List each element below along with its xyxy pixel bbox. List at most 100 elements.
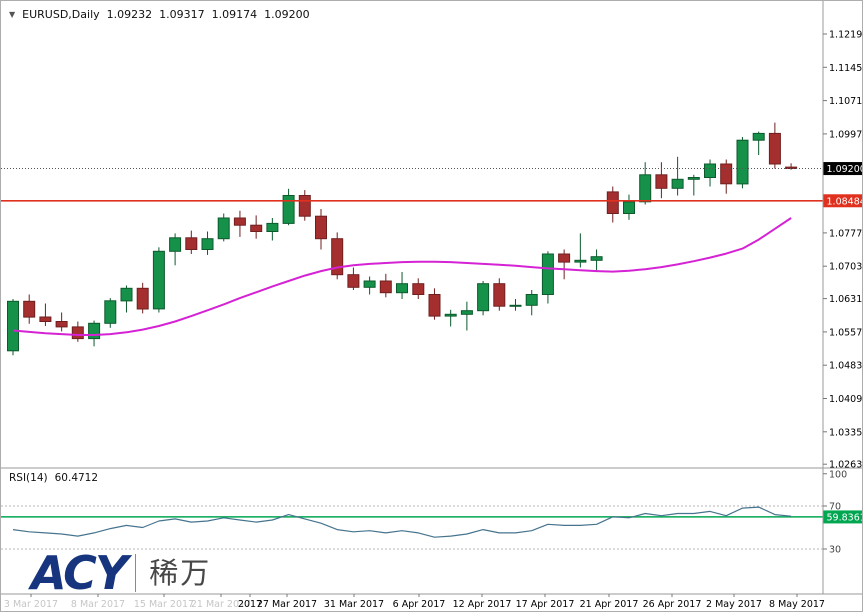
hline-price-tag: 1.08484 bbox=[823, 194, 863, 208]
candle bbox=[574, 233, 587, 268]
price-tick-label: 1.1219 bbox=[829, 30, 862, 41]
candle bbox=[217, 213, 230, 242]
time-tick-label: 6 Apr 2017 bbox=[393, 599, 446, 610]
candle bbox=[120, 285, 133, 313]
candle bbox=[396, 272, 408, 299]
symbol-name: EURUSD,Daily bbox=[22, 8, 100, 21]
time-tick-label: 8 Mar 2017 bbox=[71, 599, 125, 610]
svg-text:59.8361: 59.8361 bbox=[827, 512, 863, 523]
candle bbox=[298, 190, 311, 221]
candle bbox=[39, 303, 52, 326]
candle bbox=[347, 267, 360, 290]
candle bbox=[623, 194, 635, 220]
candle bbox=[250, 215, 263, 239]
price-tick-label: 1.0997 bbox=[829, 129, 862, 140]
candle bbox=[23, 294, 36, 324]
candle bbox=[736, 137, 749, 189]
candle bbox=[185, 230, 198, 254]
candle bbox=[460, 301, 473, 331]
time-tick-label: 2017 bbox=[238, 599, 262, 610]
rsi-indicator-value: 60.4712 bbox=[54, 472, 99, 484]
rsi-indicator-label: RSI(14) bbox=[9, 472, 48, 484]
time-tick-label: 3 Mar 2017 bbox=[4, 599, 58, 610]
candle bbox=[768, 122, 781, 169]
rsi-tick-label: 30 bbox=[829, 545, 841, 556]
candle bbox=[752, 131, 765, 155]
ohlc-open: 1.09232 bbox=[106, 8, 153, 21]
time-tick-label: 21 Apr 2017 bbox=[580, 599, 639, 610]
candle bbox=[444, 309, 457, 327]
time-tick-label: 17 Apr 2017 bbox=[516, 599, 575, 610]
moving-average-line bbox=[12, 217, 792, 336]
candle bbox=[233, 210, 246, 237]
candle bbox=[315, 209, 327, 250]
candle bbox=[541, 251, 554, 304]
candle bbox=[477, 281, 490, 316]
rsi-line bbox=[12, 506, 792, 538]
candle bbox=[282, 188, 295, 226]
time-tick-label: 21 Mar 2017 bbox=[191, 599, 251, 610]
candle bbox=[590, 249, 603, 272]
symbol-dropdown-icon[interactable]: ▼ bbox=[9, 9, 16, 19]
candle bbox=[785, 163, 798, 170]
candle bbox=[331, 232, 344, 280]
time-tick-label: 15 Mar 2017 bbox=[134, 599, 194, 610]
price-tick-label: 1.0409 bbox=[829, 394, 862, 405]
candle bbox=[639, 162, 652, 205]
time-tick-label: 8 May 2017 bbox=[769, 599, 825, 610]
time-tick-label: 12 Apr 2017 bbox=[453, 599, 512, 610]
price-axis[interactable]: 1.1219 1.1145 1.1071 1.0997 1.0777 1.0703 1.06… bbox=[823, 30, 862, 471]
candle bbox=[201, 231, 214, 255]
candles-layer bbox=[7, 122, 798, 356]
price-tick-label: 1.1145 bbox=[829, 63, 862, 74]
time-tick-label: 2 May 2017 bbox=[706, 599, 762, 610]
candle bbox=[606, 186, 619, 223]
candle bbox=[152, 247, 165, 313]
candle bbox=[720, 159, 733, 194]
candle bbox=[136, 282, 149, 314]
candle bbox=[104, 298, 117, 328]
rsi-tick-label: 70 bbox=[829, 502, 841, 513]
time-tick-label: 27 Mar 2017 bbox=[257, 599, 317, 610]
time-tick-label: 26 Apr 2017 bbox=[643, 599, 702, 610]
price-tick-label: 1.0335 bbox=[829, 427, 862, 438]
candle bbox=[428, 288, 441, 320]
candle bbox=[525, 290, 538, 316]
svg-text:1.08484: 1.08484 bbox=[827, 196, 863, 207]
acy-logo: ACY 稀万 bbox=[31, 550, 211, 596]
candle bbox=[88, 320, 101, 347]
candle bbox=[169, 233, 182, 266]
candle bbox=[687, 174, 700, 196]
rsi-indicator-header: RSI(14) 60.4712 bbox=[9, 472, 98, 484]
price-tick-label: 1.0483 bbox=[829, 361, 862, 372]
candle bbox=[493, 278, 506, 311]
candle bbox=[7, 299, 19, 356]
candle bbox=[671, 156, 684, 196]
ohlc-close: 1.09200 bbox=[264, 8, 310, 21]
rsi-tick-label: 100 bbox=[829, 469, 847, 480]
price-tick-label: 1.0703 bbox=[829, 262, 862, 273]
price-tick-label: 1.0557 bbox=[829, 327, 862, 338]
candle bbox=[71, 321, 84, 342]
candle bbox=[412, 278, 425, 299]
logo-text-cn: 稀万 bbox=[149, 555, 212, 590]
candle bbox=[266, 218, 279, 241]
svg-text:1.09200: 1.09200 bbox=[827, 164, 863, 175]
chart-header: ▼ EURUSD,Daily 1.09232 1.09317 1.09174 1… bbox=[9, 8, 310, 21]
price-tick-label: 1.0777 bbox=[829, 228, 862, 239]
time-tick-label: 31 Mar 2017 bbox=[324, 599, 384, 610]
candle bbox=[55, 312, 68, 332]
rsi-axis[interactable]: 100 70 30 bbox=[823, 469, 847, 556]
candle bbox=[379, 273, 392, 298]
rsi-value-tag: 59.8361 bbox=[823, 510, 863, 523]
ohlc-low: 1.09174 bbox=[211, 8, 258, 21]
logo-divider bbox=[135, 554, 137, 592]
ohlc-high: 1.09317 bbox=[159, 8, 205, 21]
current-price-tag: 1.09200 bbox=[823, 162, 863, 176]
price-tick-label: 1.1071 bbox=[829, 96, 862, 107]
candle bbox=[704, 159, 716, 187]
candle bbox=[655, 162, 668, 199]
